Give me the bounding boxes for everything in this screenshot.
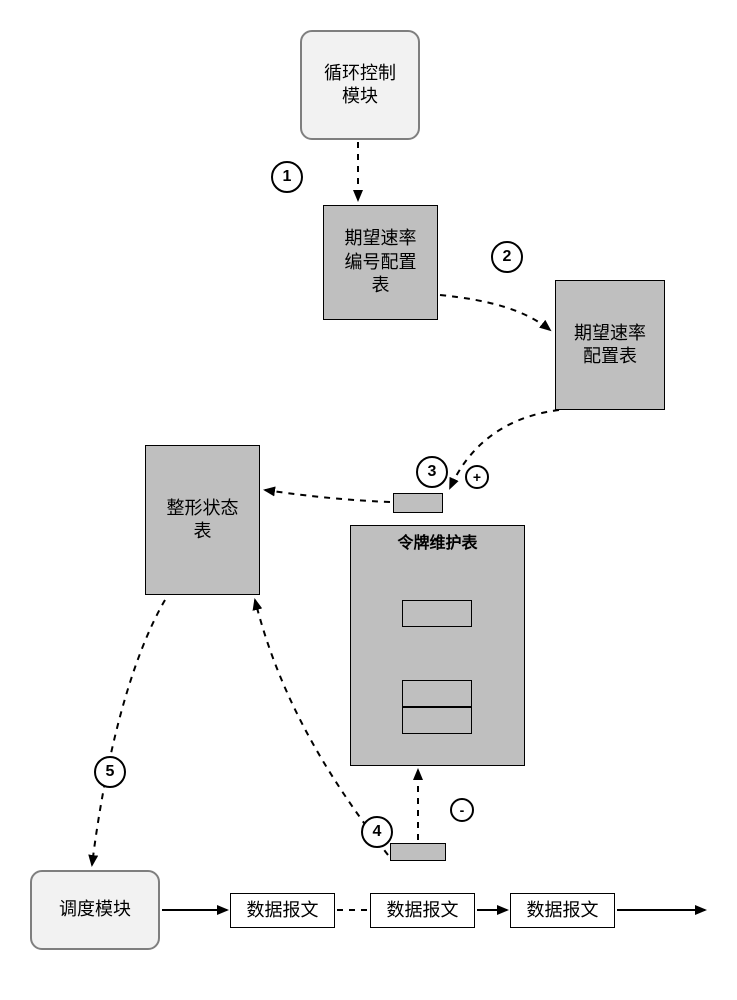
data-packet-1: 数据报文 [230,893,335,928]
token-slot-1 [402,600,472,627]
loop-control-module: 循环控制模块 [300,30,420,140]
step-4-icon: 4 [361,816,393,848]
token-maintain-title: 令牌维护表 [351,534,524,555]
token-sub-slot [390,843,446,861]
scheduler-module: 调度模块 [30,870,160,950]
arrows-layer [0,0,737,1000]
data-packet-1-label: 数据报文 [247,899,319,922]
step-3-num: 3 [428,463,437,481]
minus-icon: - [450,798,474,822]
shaping-status-label: 整形状态表 [167,497,239,544]
loop-control-label: 循环控制模块 [324,62,396,109]
arrow-a3 [265,490,390,502]
rate-number-config-table: 期望速率编号配置表 [323,205,438,320]
step-4-num: 4 [373,823,382,841]
shaping-status-table: 整形状态表 [145,445,260,595]
rate-number-label: 期望速率编号配置表 [345,227,417,297]
step-2-num: 2 [503,248,512,266]
step-3-icon: 3 [416,456,448,488]
data-packet-2: 数据报文 [370,893,475,928]
step-1-icon: 1 [271,161,303,193]
token-slot-3 [402,707,472,734]
arrow-a2 [440,295,550,330]
step-5-num: 5 [106,763,115,781]
token-slot-2 [402,680,472,707]
minus-sign: - [460,802,465,818]
plus-sign: + [473,469,481,485]
step-2-icon: 2 [491,241,523,273]
data-packet-3-label: 数据报文 [527,899,599,922]
scheduler-label: 调度模块 [59,898,131,921]
token-add-slot [393,493,443,513]
rate-config-table: 期望速率配置表 [555,280,665,410]
data-packet-2-label: 数据报文 [387,899,459,922]
rate-config-label: 期望速率配置表 [574,322,646,369]
data-packet-3: 数据报文 [510,893,615,928]
arrow-a5 [92,600,165,865]
plus-icon: + [465,465,489,489]
step-1-num: 1 [283,168,292,186]
step-5-icon: 5 [94,756,126,788]
